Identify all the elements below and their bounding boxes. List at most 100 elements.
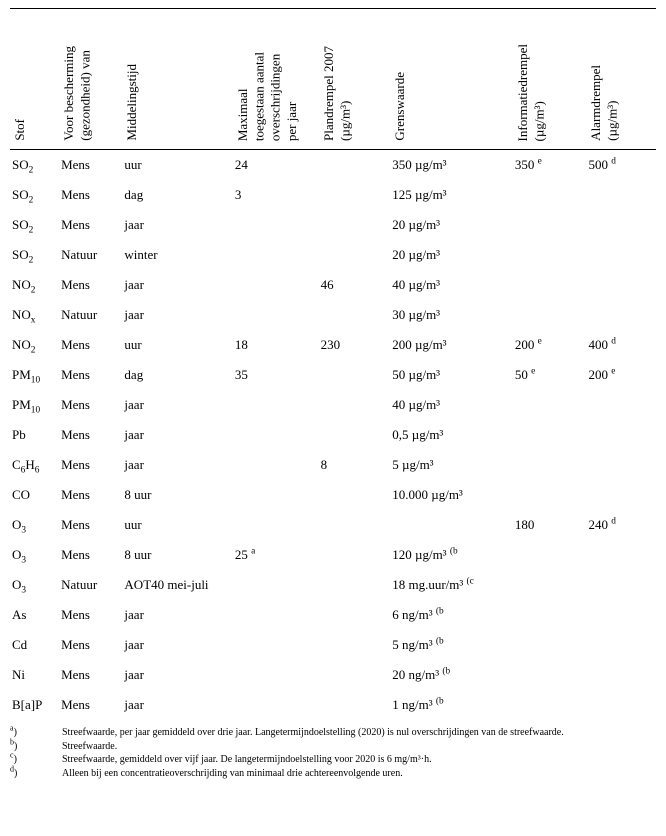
cell-middelingstijd: jaar	[122, 450, 232, 480]
cell-bescherming: Mens	[59, 150, 122, 181]
cell-informatiedrempel	[513, 480, 587, 510]
cell-bescherming: Mens	[59, 540, 122, 570]
cell-plandrempel	[319, 300, 391, 330]
cell-alarmdrempel	[586, 210, 656, 240]
cell-grenswaarde: 50 µg/m³	[390, 360, 513, 390]
cell-stof: C6H6	[10, 450, 59, 480]
cell-grenswaarde: 200 µg/m³	[390, 330, 513, 360]
cell-grenswaarde: 20 ng/m³ (b	[390, 660, 513, 690]
cell-plandrempel: 46	[319, 270, 391, 300]
cell-bescherming: Mens	[59, 660, 122, 690]
cell-bescherming: Mens	[59, 450, 122, 480]
cell-informatiedrempel	[513, 600, 587, 630]
cell-informatiedrempel	[513, 660, 587, 690]
footnote: b)Streefwaarde.	[10, 740, 656, 754]
cell-alarmdrempel	[586, 450, 656, 480]
cell-middelingstijd: jaar	[122, 690, 232, 720]
table-row: CdMensjaar5 ng/m³ (b	[10, 630, 656, 660]
cell-maximaal	[233, 480, 319, 510]
cell-bescherming: Mens	[59, 510, 122, 540]
cell-stof: As	[10, 600, 59, 630]
table-row: PM10Mensjaar40 µg/m³	[10, 390, 656, 420]
cell-middelingstijd: winter	[122, 240, 232, 270]
cell-plandrempel	[319, 420, 391, 450]
col-bescherming: Voor bescherming(gezondheid) van	[59, 9, 122, 150]
cell-alarmdrempel: 240 d	[586, 510, 656, 540]
cell-informatiedrempel	[513, 210, 587, 240]
cell-bescherming: Mens	[59, 630, 122, 660]
cell-alarmdrempel	[586, 390, 656, 420]
cell-bescherming: Mens	[59, 330, 122, 360]
table-row: O3NatuurAOT40 mei-juli18 mg.uur/m³ (c	[10, 570, 656, 600]
cell-middelingstijd: jaar	[122, 600, 232, 630]
table-row: C6H6Mensjaar85 µg/m³	[10, 450, 656, 480]
cell-plandrempel	[319, 660, 391, 690]
cell-middelingstijd: jaar	[122, 210, 232, 240]
cell-alarmdrempel	[586, 480, 656, 510]
cell-bescherming: Mens	[59, 420, 122, 450]
cell-grenswaarde: 0,5 µg/m³	[390, 420, 513, 450]
cell-alarmdrempel	[586, 300, 656, 330]
cell-grenswaarde: 6 ng/m³ (b	[390, 600, 513, 630]
col-alarmdrempel: Alarmdrempel(µg/m³)	[586, 9, 656, 150]
cell-informatiedrempel	[513, 180, 587, 210]
cell-alarmdrempel	[586, 630, 656, 660]
cell-plandrempel	[319, 600, 391, 630]
cell-informatiedrempel	[513, 540, 587, 570]
table-row: COMens8 uur10.000 µg/m³	[10, 480, 656, 510]
cell-grenswaarde: 20 µg/m³	[390, 240, 513, 270]
cell-alarmdrempel	[586, 240, 656, 270]
cell-maximaal	[233, 420, 319, 450]
cell-maximaal	[233, 660, 319, 690]
cell-maximaal	[233, 210, 319, 240]
cell-plandrempel	[319, 690, 391, 720]
cell-informatiedrempel	[513, 420, 587, 450]
table-row: AsMensjaar 6 ng/m³ (b	[10, 600, 656, 630]
cell-alarmdrempel	[586, 570, 656, 600]
cell-stof: SO2	[10, 150, 59, 181]
cell-informatiedrempel	[513, 690, 587, 720]
cell-bescherming: Mens	[59, 270, 122, 300]
cell-plandrempel	[319, 510, 391, 540]
cell-bescherming: Mens	[59, 360, 122, 390]
cell-middelingstijd: AOT40 mei-juli	[122, 570, 232, 600]
col-grenswaarde: Grenswaarde	[390, 9, 513, 150]
table-row: NO2Mensuur18 230200 µg/m³ 200 e400 d	[10, 330, 656, 360]
cell-informatiedrempel: 200 e	[513, 330, 587, 360]
col-informatiedrempel: Informatiedrempel(µg/m³)	[513, 9, 587, 150]
cell-plandrempel	[319, 360, 391, 390]
footnotes: a)Streefwaarde, per jaar gemiddeld over …	[10, 726, 656, 780]
table-body: SO2Mensuur24 350 µg/m³ 350 e500 dSO2Mens…	[10, 150, 656, 721]
table-row: PbMensjaar0,5 µg/m³	[10, 420, 656, 450]
cell-stof: O3	[10, 540, 59, 570]
cell-maximaal	[233, 300, 319, 330]
cell-middelingstijd: jaar	[122, 270, 232, 300]
table-row: NO2Mensjaar4640 µg/m³	[10, 270, 656, 300]
cell-maximaal	[233, 240, 319, 270]
cell-stof: CO	[10, 480, 59, 510]
cell-alarmdrempel: 500 d	[586, 150, 656, 181]
cell-grenswaarde: 350 µg/m³	[390, 150, 513, 181]
cell-plandrempel	[319, 180, 391, 210]
cell-maximaal	[233, 510, 319, 540]
cell-middelingstijd: 8 uur	[122, 540, 232, 570]
table-row: O3Mens8 uur25 a120 µg/m³ (b	[10, 540, 656, 570]
cell-alarmdrempel	[586, 600, 656, 630]
cell-maximaal: 3	[233, 180, 319, 210]
cell-plandrempel	[319, 240, 391, 270]
table-row: SO2Mensuur24 350 µg/m³ 350 e500 d	[10, 150, 656, 181]
cell-maximaal: 25 a	[233, 540, 319, 570]
cell-maximaal	[233, 270, 319, 300]
cell-stof: NO2	[10, 330, 59, 360]
table-row: SO2Mensjaar20 µg/m³	[10, 210, 656, 240]
cell-plandrempel	[319, 540, 391, 570]
cell-alarmdrempel	[586, 180, 656, 210]
cell-informatiedrempel	[513, 450, 587, 480]
cell-middelingstijd: jaar	[122, 660, 232, 690]
cell-bescherming: Mens	[59, 180, 122, 210]
cell-bescherming: Natuur	[59, 300, 122, 330]
cell-plandrempel: 8	[319, 450, 391, 480]
cell-plandrempel	[319, 630, 391, 660]
cell-maximaal	[233, 390, 319, 420]
cell-bescherming: Mens	[59, 600, 122, 630]
